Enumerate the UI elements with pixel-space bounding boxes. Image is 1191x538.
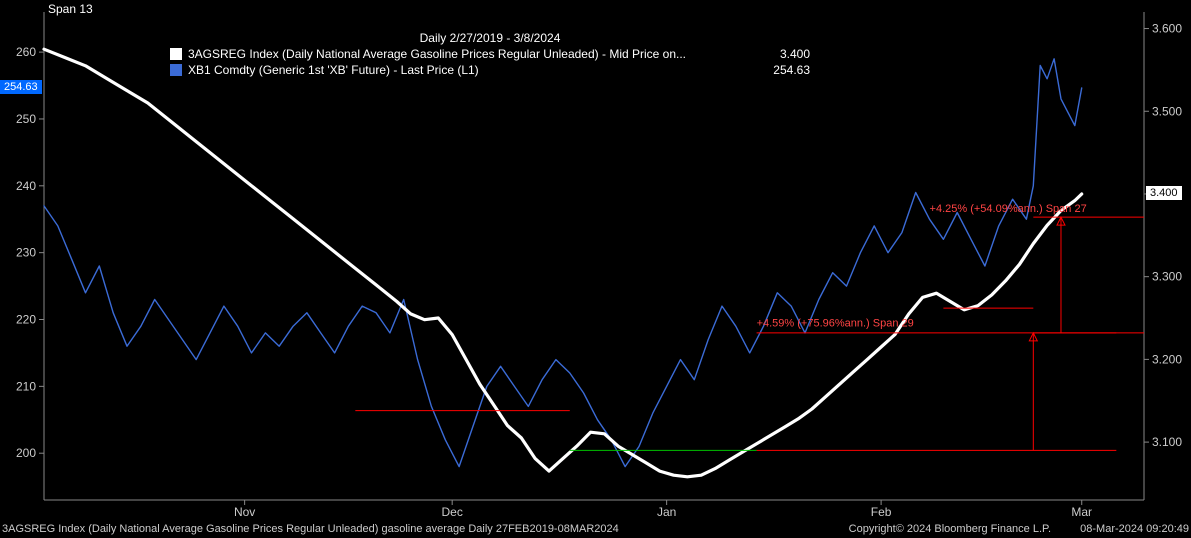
legend-swatch xyxy=(170,48,182,60)
footer-bar: 3AGSREG Index (Daily National Average Ga… xyxy=(0,520,1191,538)
svg-text:Dec: Dec xyxy=(442,505,463,519)
svg-text:+4.59% (+75.96%ann.) Span 29: +4.59% (+75.96%ann.) Span 29 xyxy=(757,317,914,329)
svg-text:260: 260 xyxy=(16,45,36,59)
svg-text:+4.25% (+54.09%ann.) Span 27: +4.25% (+54.09%ann.) Span 27 xyxy=(930,203,1087,215)
svg-text:230: 230 xyxy=(16,246,36,260)
svg-text:Jan: Jan xyxy=(657,505,676,519)
footer-description: 3AGSREG Index (Daily National Average Ga… xyxy=(2,520,619,538)
svg-text:Mar: Mar xyxy=(1071,505,1092,519)
svg-text:250: 250 xyxy=(16,112,36,126)
legend-label: 3AGSREG Index (Daily National Average Ga… xyxy=(188,46,762,62)
legend-swatch xyxy=(170,64,182,76)
svg-text:Nov: Nov xyxy=(234,505,255,519)
footer-timestamp: 08-Mar-2024 09:20:49 xyxy=(1080,520,1189,538)
span-top-left-label: Span 13 xyxy=(48,2,93,16)
svg-text:3.300: 3.300 xyxy=(1152,270,1182,284)
footer-copyright: Copyright© 2024 Bloomberg Finance L.P. xyxy=(849,520,1051,538)
chart-title: Daily 2/27/2019 - 3/8/2024 xyxy=(170,30,810,46)
svg-text:220: 220 xyxy=(16,313,36,327)
legend-value: 254.63 xyxy=(761,62,810,78)
svg-text:Feb: Feb xyxy=(871,505,892,519)
svg-text:3.100: 3.100 xyxy=(1152,435,1182,449)
svg-text:3.200: 3.200 xyxy=(1152,352,1182,366)
left-axis-price-flag: 254.63 xyxy=(0,80,42,94)
svg-text:3.500: 3.500 xyxy=(1152,104,1182,118)
legend-row: XB1 Comdty (Generic 1st 'XB' Future) - L… xyxy=(170,62,810,78)
svg-text:240: 240 xyxy=(16,179,36,193)
right-axis-price-flag: 3.400 xyxy=(1146,186,1182,200)
price-chart: 200 210 220 230 240 250 260 3.100 3.200 3.300 3.40… xyxy=(0,0,1191,538)
legend-label: XB1 Comdty (Generic 1st 'XB' Future) - L… xyxy=(188,62,755,78)
legend-row: 3AGSREG Index (Daily National Average Ga… xyxy=(170,46,810,62)
legend-box: Daily 2/27/2019 - 3/8/2024 3AGSREG Index… xyxy=(170,30,810,78)
legend-value: 3.400 xyxy=(768,46,810,62)
svg-text:210: 210 xyxy=(16,379,36,393)
svg-text:3.600: 3.600 xyxy=(1152,22,1182,36)
svg-text:200: 200 xyxy=(16,446,36,460)
